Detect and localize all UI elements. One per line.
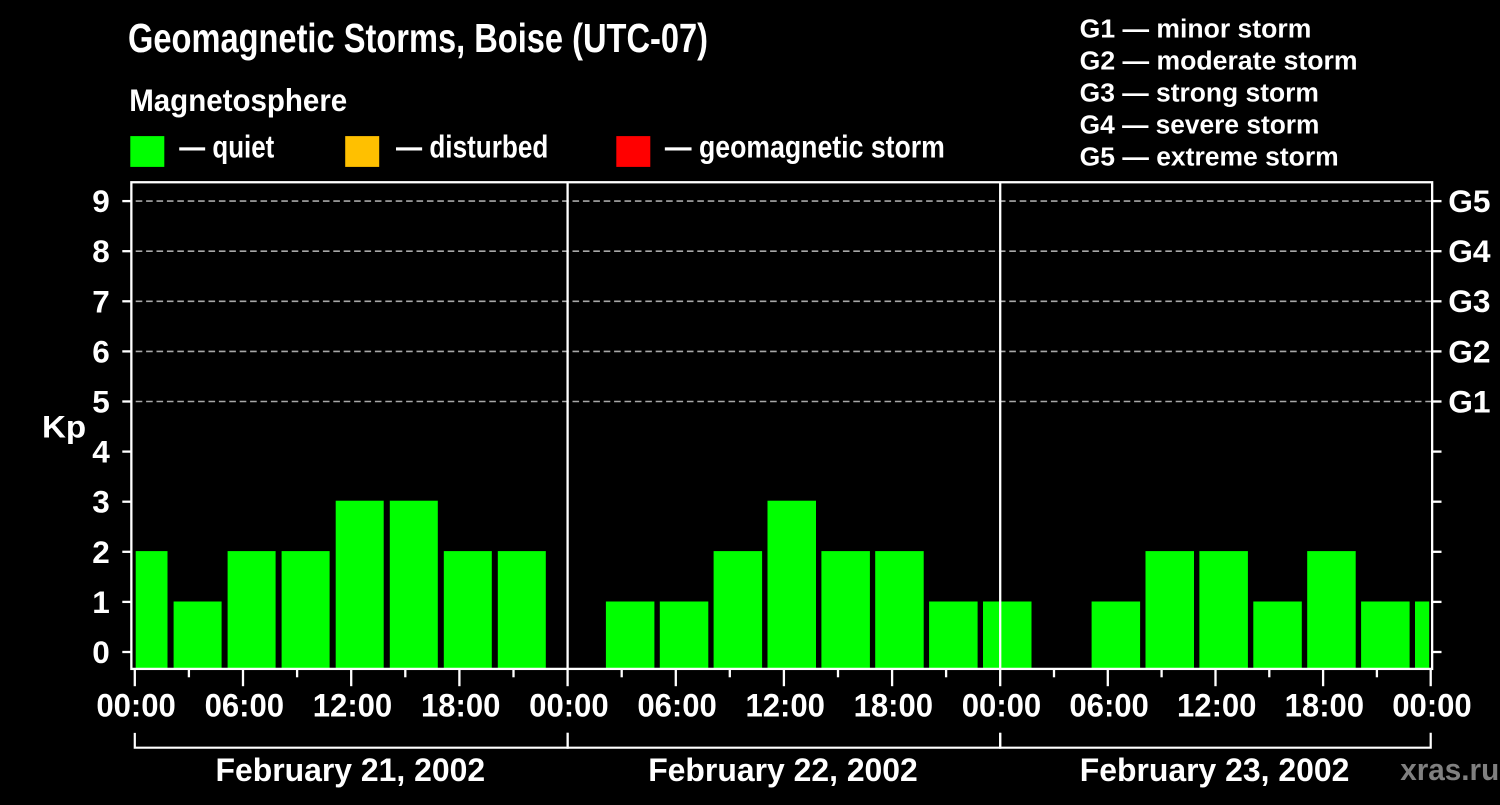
svg-text:G4 — severe storm: G4 — severe storm [1080, 109, 1320, 139]
svg-text:00:00: 00:00 [962, 687, 1041, 724]
svg-text:G4: G4 [1448, 233, 1491, 269]
svg-text:3: 3 [92, 484, 110, 520]
svg-text:G1: G1 [1448, 383, 1490, 419]
svg-text:2: 2 [92, 534, 110, 570]
svg-text:12:00: 12:00 [1177, 687, 1256, 724]
svg-text:06:00: 06:00 [205, 687, 284, 724]
svg-text:1: 1 [92, 584, 110, 620]
svg-text:00:00: 00:00 [529, 687, 608, 724]
svg-text:xras.ru: xras.ru [1400, 753, 1499, 787]
svg-text:18:00: 18:00 [421, 687, 500, 724]
svg-text:February 21, 2002: February 21, 2002 [215, 752, 485, 788]
svg-text:9: 9 [92, 183, 110, 219]
svg-text:February 22, 2002: February 22, 2002 [648, 752, 918, 788]
svg-text:Magnetosphere: Magnetosphere [129, 82, 347, 118]
svg-text:5: 5 [92, 384, 110, 420]
svg-text:G2: G2 [1448, 333, 1490, 369]
svg-text:12:00: 12:00 [745, 687, 824, 724]
svg-text:12:00: 12:00 [313, 687, 392, 724]
svg-text:06:00: 06:00 [1069, 687, 1148, 724]
svg-text:G5: G5 [1448, 183, 1490, 219]
svg-text:— geomagnetic storm: — geomagnetic storm [665, 129, 945, 165]
svg-text:G1 — minor storm: G1 — minor storm [1080, 13, 1312, 43]
svg-text:G5 — extreme storm: G5 — extreme storm [1080, 141, 1339, 171]
svg-text:— disturbed: — disturbed [396, 129, 548, 165]
svg-text:0: 0 [92, 634, 110, 670]
svg-text:00:00: 00:00 [96, 687, 175, 724]
svg-text:6: 6 [92, 333, 110, 369]
svg-text:G2 — moderate storm: G2 — moderate storm [1080, 45, 1358, 75]
svg-text:8: 8 [92, 233, 110, 269]
svg-text:18:00: 18:00 [854, 687, 933, 724]
svg-text:Geomagnetic Storms, Boise (UTC: Geomagnetic Storms, Boise (UTC-07) [128, 15, 708, 61]
svg-text:Kp: Kp [42, 409, 86, 445]
svg-text:G3: G3 [1448, 283, 1490, 319]
svg-text:G3 — strong storm: G3 — strong storm [1080, 77, 1319, 107]
svg-text:18:00: 18:00 [1285, 687, 1364, 724]
svg-text:— quiet: — quiet [179, 129, 274, 165]
svg-text:06:00: 06:00 [637, 687, 716, 724]
svg-text:4: 4 [92, 434, 110, 470]
svg-text:00:00: 00:00 [1392, 687, 1471, 724]
svg-text:February 23, 2002: February 23, 2002 [1080, 752, 1350, 788]
svg-text:7: 7 [92, 283, 110, 319]
